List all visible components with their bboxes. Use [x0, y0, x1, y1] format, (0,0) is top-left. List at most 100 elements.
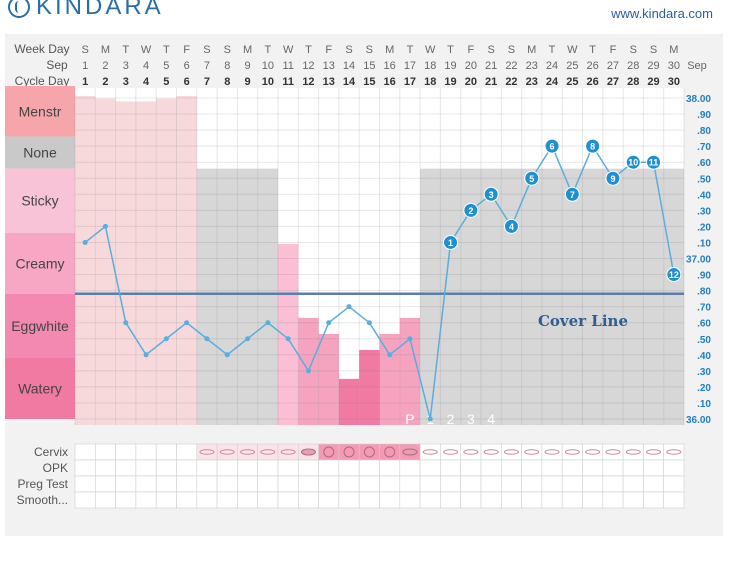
tracking-cell	[338, 443, 360, 461]
tracking-cell	[196, 475, 218, 493]
y-tick-label: .90	[697, 271, 711, 282]
tracking-cell	[541, 475, 563, 493]
cervix-mark	[463, 449, 479, 455]
cervix-mark	[240, 449, 256, 455]
tracking-cell	[176, 459, 198, 477]
tracking-cell	[419, 491, 441, 509]
fluid-band-label: Sticky	[21, 193, 58, 209]
weekday-label: T	[549, 44, 556, 56]
cover-line-label: Cover Line	[538, 312, 628, 330]
fluid-bar	[420, 168, 441, 425]
fluid-band-label: Menstr	[19, 103, 62, 119]
weekday-label: S	[224, 44, 231, 56]
weekday-label: F	[325, 44, 332, 56]
cycle-day-label: 13	[323, 76, 335, 88]
weekday-label: W	[567, 44, 578, 56]
tracking-cell	[440, 491, 461, 509]
tracking-cell	[663, 475, 685, 493]
y-tick-label: .70	[697, 142, 711, 153]
tracking-cell	[257, 491, 279, 509]
cycle-day-label: 17	[404, 76, 416, 88]
tracking-cell	[521, 491, 543, 509]
tracking-cell	[115, 491, 137, 509]
tracking-cell	[541, 491, 563, 509]
y-tick-label: .10	[697, 238, 711, 249]
menstruation-gap	[95, 96, 116, 99]
cycle-day-row-label: Cycle Day	[15, 74, 70, 88]
cervix-mark	[524, 449, 540, 455]
temperature-point-label: 2	[468, 206, 473, 216]
temperature-point	[605, 170, 621, 186]
tracking-cell	[74, 443, 96, 461]
temperature-point-label: 5	[529, 174, 534, 184]
temperature-point	[346, 304, 352, 310]
y-tick-label: .40	[697, 351, 711, 362]
temperature-point	[184, 320, 190, 326]
y-tick-label: 38.00	[686, 94, 711, 105]
fluid-bar	[399, 317, 421, 425]
tracking-cell	[561, 491, 583, 509]
fluid-bar	[359, 349, 380, 425]
cycle-day-label: 28	[627, 76, 639, 88]
weekday-label: F	[467, 44, 474, 56]
tracking-cell	[561, 475, 583, 493]
temperature-point-label: 6	[550, 142, 555, 152]
y-tick-label: .80	[697, 287, 711, 298]
tracking-cell	[176, 491, 198, 509]
tracking-cell	[419, 459, 441, 477]
temperature-point-label: 1	[448, 238, 453, 248]
tracking-cell	[196, 459, 218, 477]
cycle-day-label: 11	[282, 76, 294, 88]
tracking-cell	[602, 459, 624, 477]
tracking-cell	[176, 443, 198, 461]
cervix-mark	[280, 449, 296, 455]
tracking-cell	[338, 475, 360, 493]
tracking-cell	[216, 475, 238, 493]
tracking-cell	[297, 491, 319, 509]
fluid-bar	[460, 168, 481, 425]
temperature-point	[666, 267, 682, 283]
weekday-label: W	[141, 44, 152, 56]
tracking-cell	[419, 475, 441, 493]
weekday-label: M	[385, 44, 394, 56]
weekday-label: T	[163, 44, 170, 56]
y-tick-label: .20	[697, 383, 711, 394]
fluid-band-label: None	[23, 145, 57, 161]
fluid-bar	[318, 333, 339, 425]
y-tick-label: .60	[697, 319, 711, 330]
cervix-mark	[199, 449, 215, 455]
tracking-cell	[643, 459, 665, 477]
cycle-day-label: 19	[444, 76, 456, 88]
tracking-cell	[155, 475, 177, 493]
date-label: 2	[102, 60, 108, 72]
tracking-cell	[95, 475, 116, 493]
fluid-band-label: Eggwhite	[11, 318, 69, 334]
menstruation-gap	[156, 96, 177, 99]
kindara-logo-icon	[8, 0, 30, 18]
date-label: 19	[444, 60, 456, 72]
fluid-bar	[582, 168, 603, 425]
logo-text: KINDARA	[36, 0, 164, 20]
cervix-mark	[384, 446, 396, 458]
weekday-label: M	[669, 44, 678, 56]
y-tick-label: .80	[697, 126, 711, 137]
fluid-bar	[521, 168, 542, 425]
tracking-cell	[500, 475, 522, 493]
date-label: 12	[302, 60, 314, 72]
temperature-point-label: 7	[570, 190, 575, 200]
temperature-point	[143, 352, 149, 358]
tracking-cell	[480, 491, 502, 509]
fluid-band-sticky	[5, 168, 75, 233]
date-label: 29	[647, 60, 659, 72]
website-link[interactable]: www.kindara.com	[611, 6, 713, 21]
phase-label: 2	[447, 411, 455, 427]
tracking-cell	[663, 459, 685, 477]
temperature-point	[503, 218, 519, 234]
y-tick-label: .50	[697, 335, 711, 346]
date-label: 8	[224, 60, 230, 72]
cycle-day-label: 10	[262, 76, 274, 88]
tracking-cell	[338, 459, 360, 477]
cervix-mark	[402, 448, 418, 456]
cycle-day-label: 15	[363, 76, 375, 88]
cervix-mark	[443, 449, 459, 455]
